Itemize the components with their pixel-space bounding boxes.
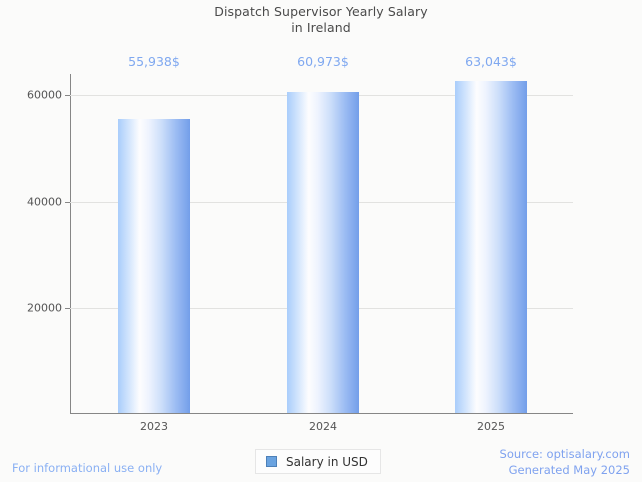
bar-value-label-2023: 55,938$ bbox=[128, 54, 180, 69]
bar-2024[interactable] bbox=[287, 92, 359, 413]
bar-value-label-2024: 60,973$ bbox=[297, 54, 349, 69]
y-axis-line bbox=[70, 74, 71, 414]
footer-source: Source: optisalary.com Generated May 202… bbox=[500, 446, 630, 478]
chart-legend[interactable]: Salary in USD bbox=[255, 449, 381, 474]
bar-2025[interactable] bbox=[455, 81, 527, 413]
footer-disclaimer: For informational use only bbox=[12, 461, 163, 475]
chart-title-line-1: Dispatch Supervisor Yearly Salary bbox=[214, 4, 428, 19]
bar-value-label-2025: 63,043$ bbox=[465, 54, 517, 69]
y-axis-tick-label-40000: 40000 bbox=[27, 195, 62, 209]
x-axis-tick-label-2024: 2024 bbox=[309, 420, 337, 433]
x-axis-tick-label-2025: 2025 bbox=[477, 420, 505, 433]
y-axis-tick-60000 bbox=[65, 95, 70, 96]
chart-title-line-2: in Ireland bbox=[291, 20, 351, 35]
y-axis-tick-label-60000: 60000 bbox=[27, 88, 62, 102]
x-axis-tick-label-2023: 2023 bbox=[140, 420, 168, 433]
footer-generated-line: Generated May 2025 bbox=[508, 463, 630, 477]
y-axis-tick-label-20000: 20000 bbox=[27, 301, 62, 315]
bar-2023[interactable] bbox=[118, 119, 190, 413]
chart-title: Dispatch Supervisor Yearly Salary in Ire… bbox=[0, 4, 642, 36]
x-axis-line bbox=[70, 413, 573, 414]
footer-source-line: Source: optisalary.com bbox=[499, 447, 630, 461]
legend-swatch-icon bbox=[266, 456, 277, 467]
y-axis-tick-20000 bbox=[65, 308, 70, 309]
plot-area bbox=[65, 74, 573, 414]
legend-item-label: Salary in USD bbox=[286, 454, 368, 469]
y-axis-tick-40000 bbox=[65, 202, 70, 203]
